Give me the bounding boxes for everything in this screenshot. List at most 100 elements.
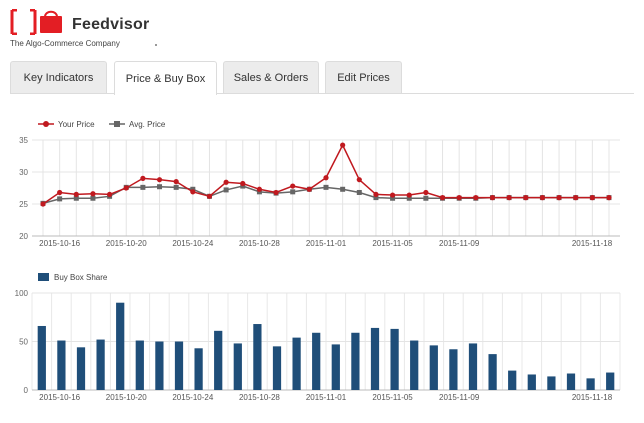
line-chart-xtick-label: 2015-11-05 [372,239,413,248]
your-price-point [373,191,379,197]
your-price-point [223,179,229,185]
your-price-point [523,195,529,201]
buy-box-share-bar [57,340,66,390]
your-price-point [90,191,96,197]
your-price-point [589,195,595,201]
your-price-point [473,195,479,201]
your-price-point [57,189,63,196]
avg-price-point [340,186,346,192]
tab-price-buy-box[interactable]: Price & Buy Box [114,61,217,95]
buy-box-share-bar [155,341,164,390]
buy-box-share-bar [390,328,399,390]
line-chart-ytick-label: 30 [19,168,28,177]
buy-box-share-bar [468,343,478,390]
your-price-point [573,195,579,201]
buy-box-share-bar [174,341,184,390]
avg-price-point [57,196,63,202]
buy-box-share-bar [37,325,46,390]
your-price-point [40,201,46,207]
your-price-point [489,195,496,201]
shopping-bag-logo-icon [10,9,62,35]
buy-box-share-bar [566,373,576,390]
your-price-point [406,192,412,198]
legend-marker-avg-price [114,121,120,127]
your-price-point [356,177,362,183]
your-price-point [456,195,462,201]
your-price-point [73,191,79,197]
avg-price-point [423,195,429,201]
your-price-point [190,189,196,195]
separator-dot [155,44,157,46]
line-chart-xtick-label: 2015-11-09 [439,239,480,248]
line-chart-xtick-label: 2015-10-24 [172,239,213,248]
your-price-point [206,193,213,199]
avg-price-point [323,184,329,190]
your-price-point [439,195,446,201]
bar-chart-ytick-label: 100 [15,289,29,298]
legend-label-your-price: Your Price [58,120,95,129]
legend-label-buy-box-share: Buy Box Share [54,273,108,282]
avg-price-point [223,187,229,193]
line-chart-xtick-label: 2015-11-18 [572,239,613,248]
bar-chart-xtick-label: 2015-11-05 [372,393,413,402]
buy-box-share-bar [351,332,360,390]
line-chart-xtick-label: 2015-10-16 [39,239,80,248]
bar-chart-xtick-label: 2015-11-01 [306,393,347,402]
avg-price-point [90,195,96,201]
your-price-point [539,195,546,201]
avg-price-point [390,195,396,201]
buy-box-share-bar [96,339,105,390]
line-chart-ytick-label: 25 [19,200,28,209]
avg-price-point [290,189,296,195]
bar-chart-ytick-label: 0 [24,386,29,395]
buy-box-share-bar [586,378,595,390]
buy-box-share-bar [547,376,556,390]
bar-chart-xtick-label: 2015-10-28 [239,393,280,402]
tab-key-indicators[interactable]: Key Indicators [10,61,107,93]
avg-price-point [140,184,146,190]
bar-chart-xtick-label: 2015-11-09 [439,393,480,402]
buy-box-share-bar [606,372,615,390]
buy-box-share-bar [508,370,517,390]
tab-sales-orders[interactable]: Sales & Orders [223,61,319,93]
bar-chart-ytick-label: 50 [19,338,28,347]
buy-box-share-bar [370,327,380,390]
tab-divider [10,93,634,94]
buy-box-share-bar [449,349,458,390]
your-price-point [140,175,146,181]
your-price-point [556,195,562,201]
line-chart-ytick-label: 20 [19,232,28,241]
avg-price-point [157,184,163,190]
your-price-point [256,186,263,192]
buy-box-share-bar [292,337,301,390]
avg-price-point [373,195,379,201]
avg-price-point [73,195,79,201]
buy-box-share-bar [331,344,340,390]
your-price-point [106,191,113,197]
buy-box-share-bar [410,340,419,390]
charts-svg: Your Price Avg. Price 20 25 30 35 2015-10-16 20… [15,120,621,402]
brand-name: Feedvisor [72,16,150,33]
your-price-point [389,192,396,198]
your-price-point [340,142,346,148]
legend-marker-your-price [43,121,49,127]
your-price-point [423,189,429,196]
buy-box-share-bar [429,345,438,390]
legend-label-avg-price: Avg. Price [129,120,166,129]
buy-box-share-bar [312,332,321,390]
your-price-point [123,185,129,191]
your-price-point [290,183,296,189]
brand-logo: Feedvisor The Algo-Commerce Company [10,6,210,48]
bar-chart-xtick-label: 2015-11-18 [572,393,613,402]
bar-chart-xtick-label: 2015-10-24 [172,393,213,402]
your-price-point [240,180,246,187]
buy-box-share-bar [76,347,86,390]
brand-tagline: The Algo-Commerce Company [10,39,120,48]
your-price-point [606,195,612,201]
buy-box-share-bar [233,343,242,390]
your-price-point [173,179,179,185]
tab-edit-prices[interactable]: Edit Prices [325,61,402,93]
buy-box-share-bar [214,330,223,390]
buy-box-share-bar [135,340,144,390]
tab-bar: Key Indicators Price & Buy Box Sales & O… [10,61,634,95]
